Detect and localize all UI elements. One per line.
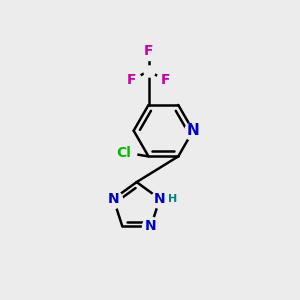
Text: N: N	[154, 192, 166, 206]
Text: F: F	[160, 74, 170, 87]
Text: Cl: Cl	[116, 146, 131, 161]
Text: N: N	[145, 219, 157, 233]
Text: F: F	[144, 44, 153, 58]
Text: F: F	[127, 74, 136, 87]
Text: N: N	[187, 123, 200, 138]
Text: N: N	[108, 192, 119, 206]
Text: H: H	[168, 194, 177, 204]
